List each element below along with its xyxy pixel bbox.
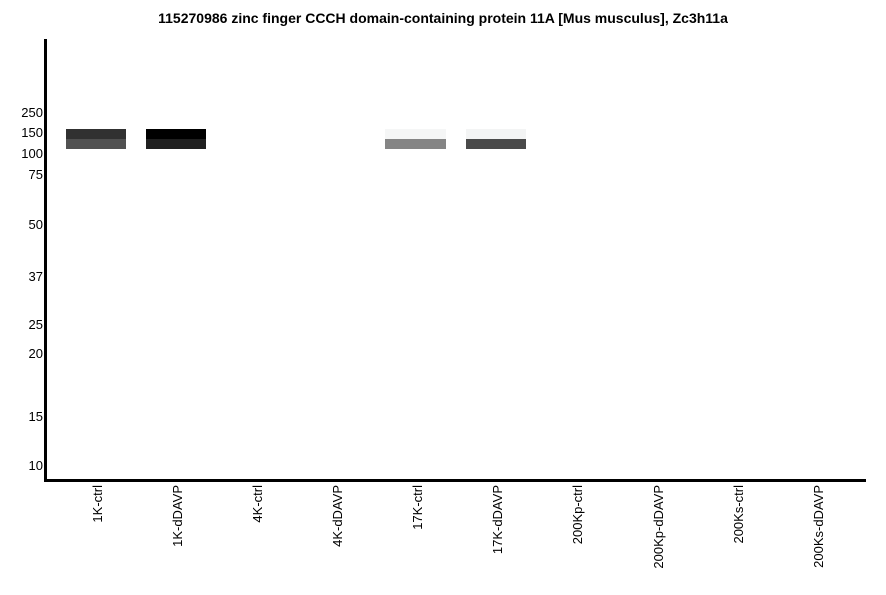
- x-tick-label: 1K-dDAVP: [170, 485, 185, 547]
- x-tick-label: 17K-ctrl: [410, 485, 425, 530]
- y-tick-label: 250: [21, 105, 43, 120]
- band-segment: [466, 129, 526, 139]
- y-tick-label: 15: [28, 409, 43, 424]
- band-segment: [385, 139, 446, 149]
- x-tick-label: 200Ks-dDAVP: [811, 485, 826, 568]
- band-segment: [385, 129, 446, 139]
- y-tick-label: 150: [21, 125, 43, 140]
- band-segment: [66, 139, 126, 149]
- x-tick-label: 200Kp-dDAVP: [651, 485, 666, 569]
- y-tick-label: 25: [28, 317, 43, 332]
- band-segment: [146, 139, 206, 149]
- y-tick-label: 37: [28, 269, 43, 284]
- x-tick-label: 1K-ctrl: [90, 485, 105, 523]
- x-tick-label: 200Ks-ctrl: [731, 485, 746, 544]
- x-tick-label: 4K-dDAVP: [330, 485, 345, 547]
- y-tick-label: 75: [28, 167, 43, 182]
- y-tick-label: 20: [28, 346, 43, 361]
- x-tick-label: 17K-dDAVP: [490, 485, 505, 555]
- band-segment: [66, 129, 126, 139]
- blot-band: [66, 129, 126, 149]
- band-segment: [146, 129, 206, 139]
- blot-band: [146, 129, 206, 149]
- figure-title: 115270986 zinc finger CCCH domain-contai…: [158, 10, 728, 26]
- blot-band: [466, 129, 526, 149]
- x-axis-line: [44, 479, 866, 482]
- band-segment: [466, 139, 526, 149]
- y-axis-line: [44, 39, 47, 482]
- x-tick-label: 200Kp-ctrl: [570, 485, 585, 545]
- y-tick-label: 50: [28, 217, 43, 232]
- y-tick-label: 100: [21, 146, 43, 161]
- y-tick-label: 10: [28, 458, 43, 473]
- x-tick-label: 4K-ctrl: [250, 485, 265, 523]
- blot-band: [385, 129, 446, 149]
